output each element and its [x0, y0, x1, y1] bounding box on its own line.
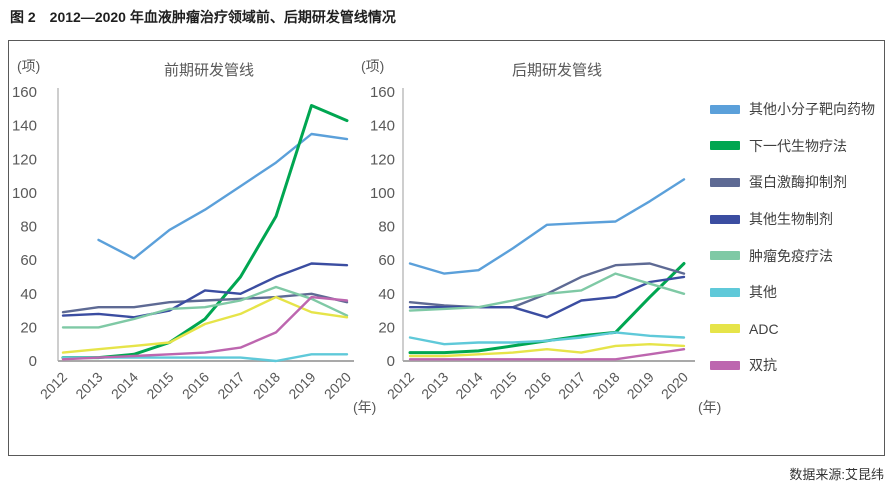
chart-legend: 其他小分子靶向药物 下一代生物疗法 蛋白激酶抑制剂 其他生物制剂 肿瘤免疫疗法 其他 ADC…	[710, 91, 880, 384]
right-x-tick-label: 2016	[521, 369, 554, 402]
left-y-unit-label: (项)	[17, 58, 40, 74]
left-y-tick-label: 160	[12, 84, 37, 101]
legend-item-next-gen-bio: 下一代生物疗法	[710, 128, 880, 165]
left-x-tick-label: 2014	[108, 369, 141, 402]
left-x-tick-label: 2013	[72, 369, 105, 402]
left-series-small-molecule-targeted	[97, 132, 349, 260]
right-series-small-molecule-targeted	[408, 178, 686, 275]
right-x-unit-label: (年)	[698, 399, 721, 415]
right-y-tick-label: 80	[378, 219, 395, 236]
left-y-tick-label: 100	[12, 185, 37, 202]
right-series-other	[408, 331, 686, 346]
right-x-tick-label: 2012	[384, 369, 417, 402]
left-x-tick-label: 2020	[321, 369, 354, 402]
legend-label: ADC	[749, 320, 779, 337]
right-y-tick-label: 40	[378, 286, 395, 303]
right-y-tick-label: 60	[378, 252, 395, 269]
legend-swatch-adc	[710, 324, 740, 334]
left-series-bispecific	[61, 295, 349, 361]
left-series-other-biologics	[61, 262, 349, 319]
legend-swatch-bispecific	[710, 360, 740, 370]
left-y-tick-label: 40	[20, 286, 37, 303]
right-y-tick-label: 0	[387, 353, 395, 370]
left-y-tick-label: 0	[29, 353, 37, 370]
left-x-unit-label: (年)	[353, 399, 376, 415]
legend-label: 下一代生物疗法	[749, 137, 847, 154]
right-x-tick-label: 2015	[487, 369, 520, 402]
legend-label: 肿瘤免疫疗法	[749, 247, 833, 264]
left-y-tick-label: 20	[20, 319, 37, 336]
left-x-tick-label: 2019	[285, 369, 318, 402]
legend-item-protein-kinase-inhibitor: 蛋白激酶抑制剂	[710, 164, 880, 201]
right-x-tick-label: 2018	[589, 369, 622, 402]
data-source-note: 数据来源:艾昆纬	[789, 467, 884, 482]
left-x-tick-label: 2012	[37, 369, 70, 402]
right-chart-title: 后期研发管线	[512, 62, 602, 79]
legend-swatch-next-gen-bio	[710, 141, 740, 151]
legend-label: 其他	[749, 284, 777, 301]
right-x-tick-label: 2017	[555, 369, 588, 402]
left-x-tick-label: 2017	[214, 369, 247, 402]
right-y-tick-label: 120	[370, 151, 395, 168]
legend-swatch-other	[710, 287, 740, 297]
legend-item-other: 其他	[710, 274, 880, 311]
legend-swatch-protein-kinase-inhibitor	[710, 177, 740, 187]
right-y-tick-label: 20	[378, 319, 395, 336]
left-x-tick-label: 2015	[143, 369, 176, 402]
legend-swatch-immuno-oncology	[710, 251, 740, 261]
left-x-tick-label: 2016	[179, 369, 212, 402]
right-y-tick-label: 140	[370, 118, 395, 135]
left-x-tick-label: 2018	[250, 369, 283, 402]
legend-item-small-molecule-targeted: 其他小分子靶向药物	[710, 91, 880, 128]
legend-label: 双抗	[749, 357, 777, 374]
left-y-tick-label: 140	[12, 118, 37, 135]
legend-item-other-biologics: 其他生物制剂	[710, 201, 880, 238]
right-series-immuno-oncology	[408, 272, 686, 312]
right-series-other-biologics	[408, 275, 686, 319]
left-chart-title: 前期研发管线	[164, 62, 254, 79]
right-series-bispecific	[408, 348, 686, 361]
legend-item-bispecific: 双抗	[710, 347, 880, 384]
right-x-tick-label: 2020	[658, 369, 691, 402]
right-x-tick-label: 2019	[624, 369, 657, 402]
right-y-tick-label: 100	[370, 185, 395, 202]
right-x-tick-label: 2013	[418, 369, 451, 402]
legend-swatch-small-molecule-targeted	[710, 104, 740, 114]
left-series-adc	[61, 295, 349, 354]
right-series-adc	[408, 343, 686, 358]
legend-item-adc: ADC	[710, 311, 880, 348]
left-series-next-gen-bio	[61, 104, 349, 360]
right-y-tick-label: 160	[370, 84, 395, 101]
left-y-tick-label: 120	[12, 151, 37, 168]
legend-label: 蛋白激酶抑制剂	[749, 174, 847, 191]
left-y-tick-label: 80	[20, 219, 37, 236]
right-x-tick-label: 2014	[452, 369, 485, 402]
legend-label: 其他生物制剂	[749, 211, 833, 228]
legend-label: 其他小分子靶向药物	[749, 101, 875, 118]
figure-caption: 图 2 2012—2020 年血液肿瘤治疗领域前、后期研发管线情况	[10, 9, 396, 25]
legend-item-immuno-oncology: 肿瘤免疫疗法	[710, 237, 880, 274]
left-series-immuno-oncology	[61, 285, 349, 329]
left-y-tick-label: 60	[20, 252, 37, 269]
right-y-unit-label: (项)	[361, 58, 384, 74]
legend-swatch-other-biologics	[710, 214, 740, 224]
